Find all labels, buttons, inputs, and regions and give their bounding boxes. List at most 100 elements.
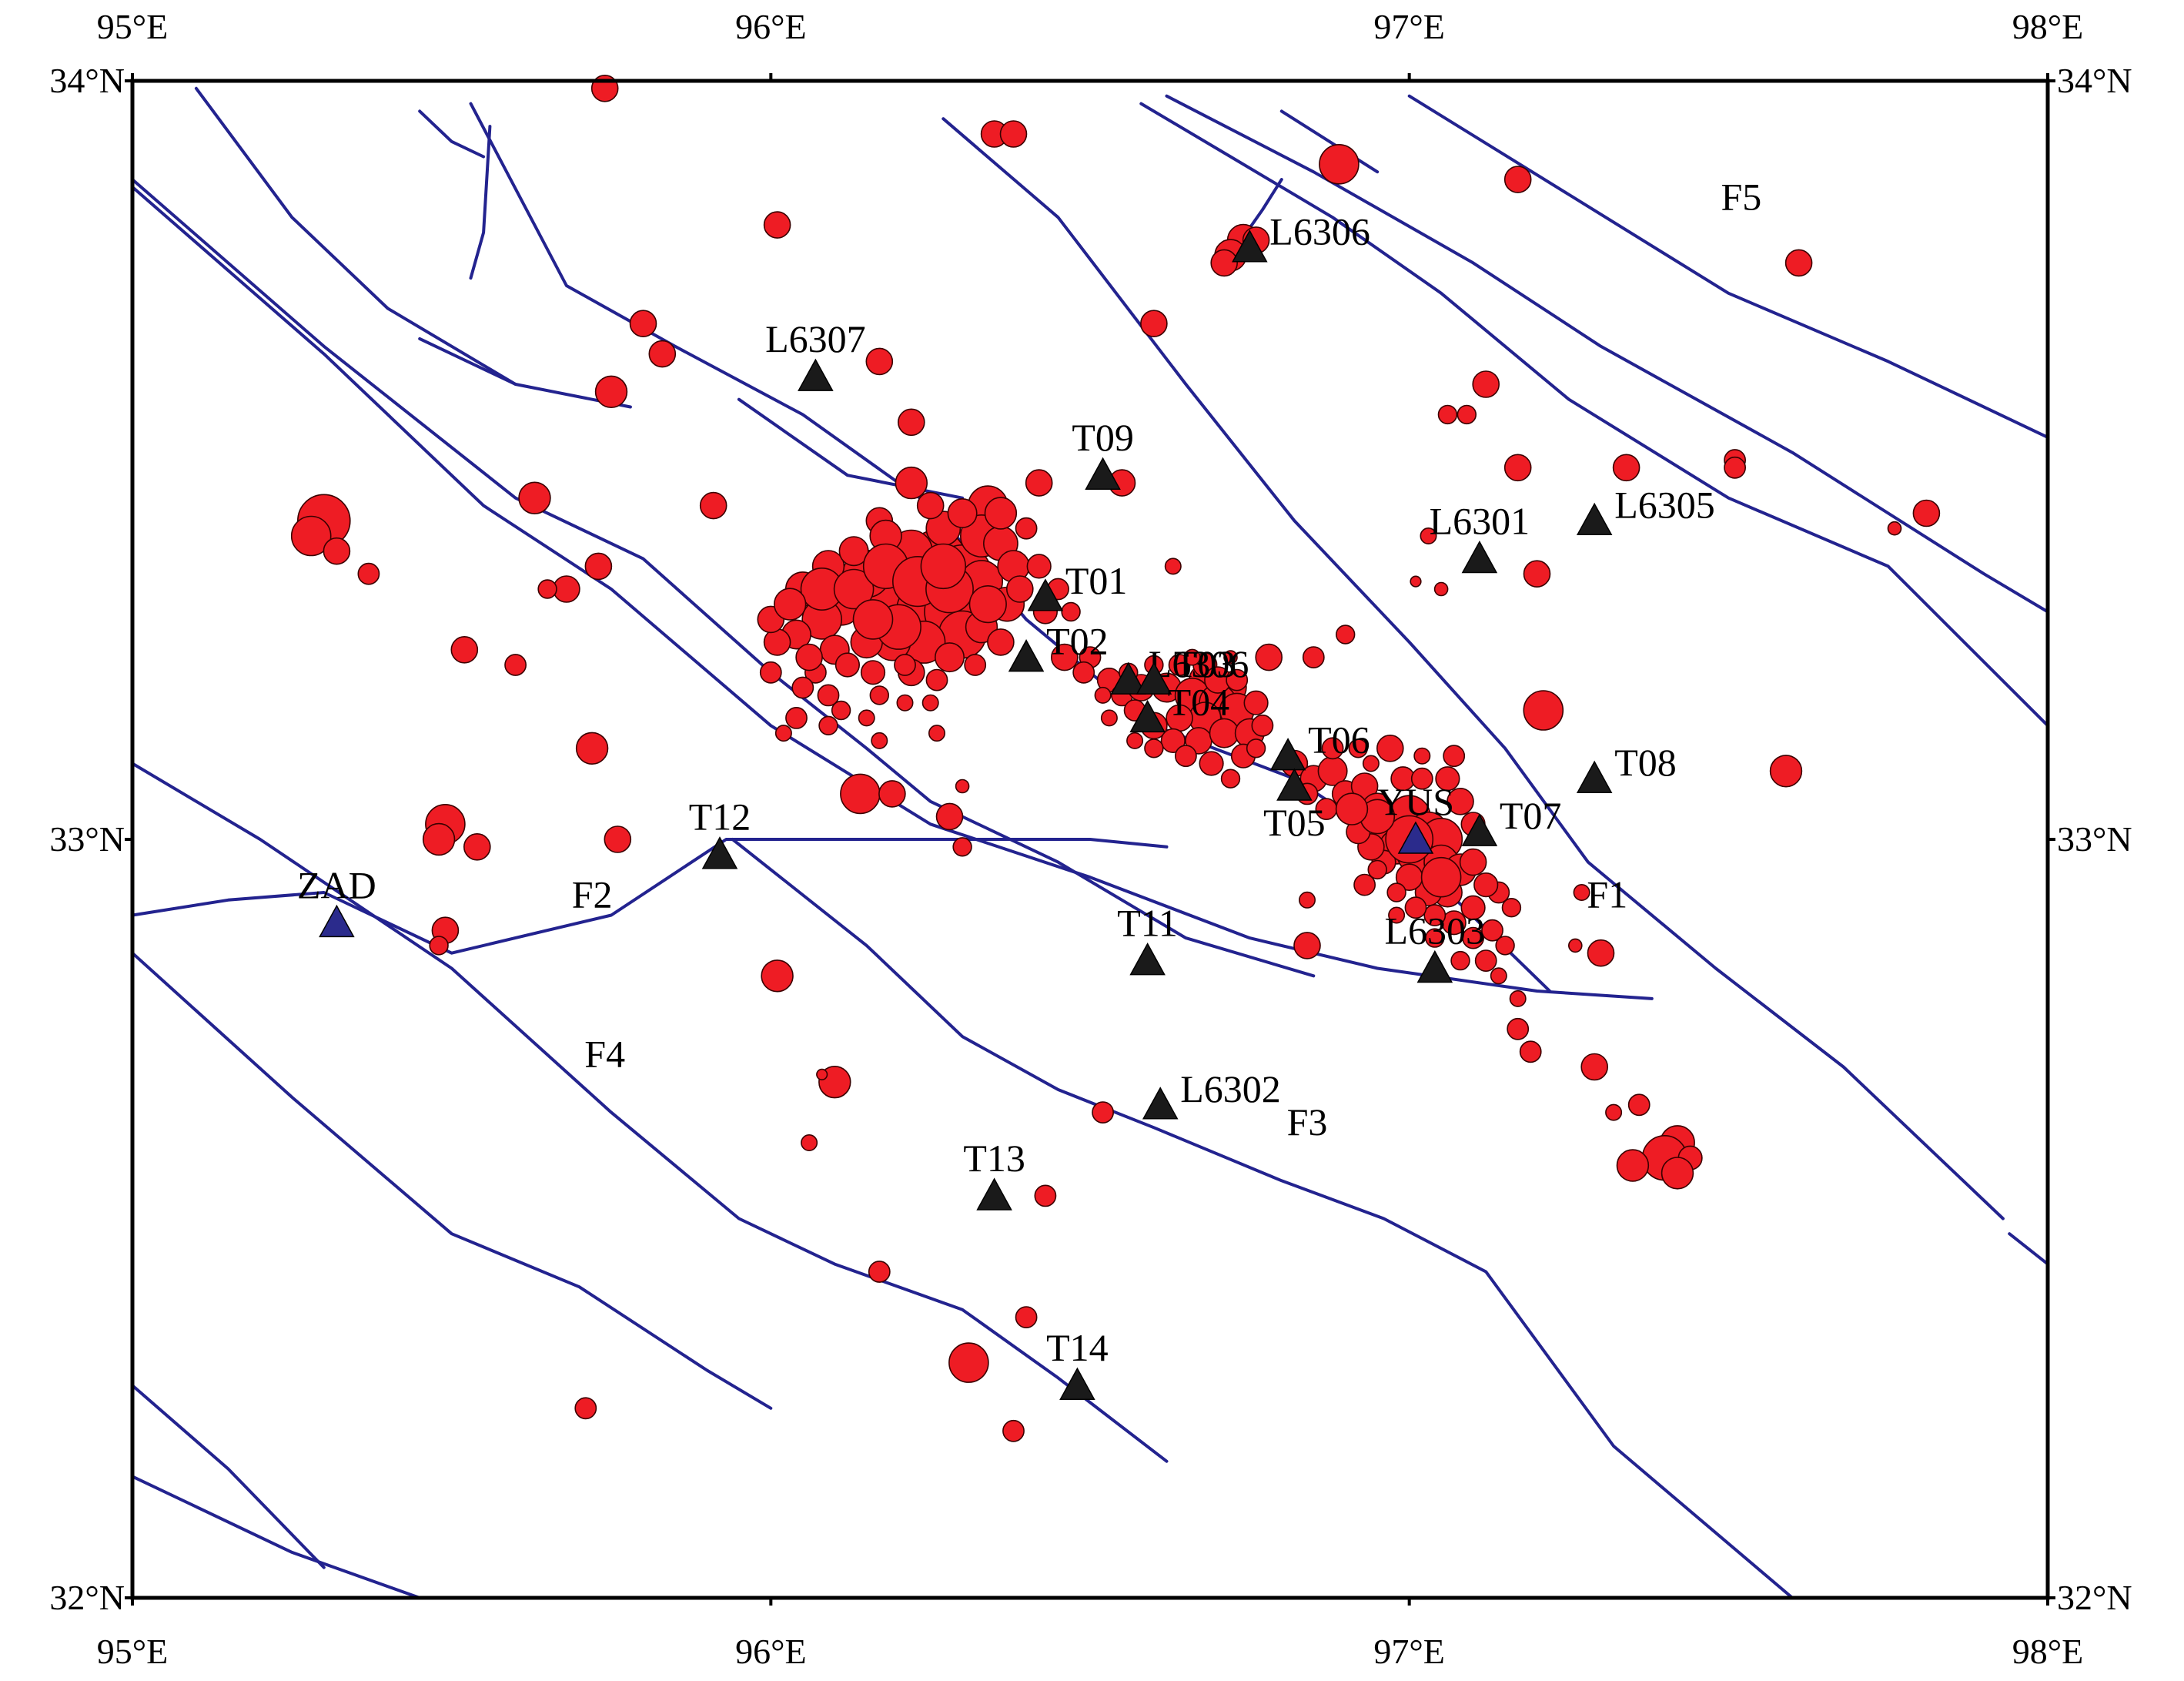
earthquake-marker bbox=[1175, 745, 1197, 768]
earthquake-marker bbox=[1616, 1149, 1650, 1182]
earthquake-marker bbox=[1447, 788, 1474, 815]
earthquake-marker bbox=[1912, 499, 1941, 527]
earthquake-marker bbox=[1243, 690, 1269, 715]
station-marker-l6302 bbox=[1142, 1087, 1179, 1120]
earthquake-marker bbox=[1433, 581, 1449, 597]
fault-line-10 bbox=[131, 1475, 422, 1599]
earthquake-marker bbox=[1425, 928, 1445, 948]
fault-line-7 bbox=[131, 838, 1169, 955]
earthquake-marker bbox=[955, 779, 970, 794]
earthquake-marker bbox=[1183, 648, 1201, 666]
earthquake-marker bbox=[1472, 370, 1500, 398]
earthquake-marker bbox=[1784, 249, 1813, 277]
station-label-t14: T14 bbox=[1046, 1326, 1109, 1369]
earthquake-marker bbox=[774, 725, 792, 742]
station-label-l6305: L6305 bbox=[1614, 483, 1715, 526]
earthquake-marker bbox=[1026, 554, 1052, 579]
earthquake-marker bbox=[1015, 517, 1038, 540]
lat-label-right: 33°N bbox=[2057, 819, 2132, 859]
lat-label-left: 32°N bbox=[49, 1578, 125, 1617]
station-label-t13: T13 bbox=[963, 1137, 1025, 1180]
earthquake-marker bbox=[759, 661, 782, 684]
earthquake-marker bbox=[1015, 1306, 1038, 1329]
earthquake-marker bbox=[1025, 469, 1053, 497]
earthquake-marker bbox=[429, 936, 449, 956]
earthquake-marker bbox=[1144, 738, 1164, 758]
earthquake-marker bbox=[878, 780, 906, 808]
station-label-l6306: L6306 bbox=[1149, 642, 1249, 685]
earthquake-marker bbox=[834, 652, 860, 678]
earthquake-marker bbox=[584, 552, 613, 581]
earthquake-marker bbox=[1100, 709, 1118, 727]
earthquake-marker bbox=[928, 725, 946, 742]
fault-label-f1: F1 bbox=[1587, 873, 1627, 916]
station-label-l6302: L6302 bbox=[1180, 1067, 1281, 1110]
earthquake-marker bbox=[1061, 601, 1081, 622]
earthquake-marker bbox=[1413, 747, 1431, 765]
earthquake-marker bbox=[1501, 897, 1522, 918]
station-label-zad: ZAD bbox=[297, 863, 376, 906]
earthquake-marker bbox=[1587, 939, 1615, 967]
station-marker-t05 bbox=[1276, 768, 1313, 801]
lat-label-left: 33°N bbox=[49, 819, 125, 859]
earthquake-marker bbox=[948, 1342, 989, 1383]
earthquake-marker bbox=[504, 654, 527, 676]
earthquake-marker bbox=[1220, 769, 1241, 789]
earthquake-layer bbox=[290, 75, 1941, 1442]
fault-line-8 bbox=[131, 951, 773, 1410]
station-label-t01: T01 bbox=[1065, 559, 1128, 602]
earthquake-marker bbox=[952, 837, 972, 857]
earthquake-marker bbox=[1605, 1103, 1623, 1121]
axis-ticks: 95°E 95°E 96°E 96°E 97°E 97°E 98°E 98°E 34°N 34°N… bbox=[49, 7, 2132, 1671]
lat-label-right: 32°N bbox=[2057, 1578, 2132, 1617]
earthquake-marker bbox=[1573, 884, 1590, 902]
station-label-t02: T02 bbox=[1046, 620, 1109, 663]
earthquake-marker bbox=[935, 642, 965, 673]
earthquake-marker bbox=[1503, 454, 1532, 482]
station-label-l6301: L6301 bbox=[1430, 500, 1530, 543]
earthquake-marker bbox=[1006, 575, 1034, 603]
earthquake-marker bbox=[1474, 949, 1497, 973]
earthquake-marker bbox=[1410, 575, 1422, 588]
fault-line-16 bbox=[469, 125, 492, 280]
earthquake-marker bbox=[290, 515, 332, 557]
earthquake-marker bbox=[871, 732, 888, 749]
earthquake-marker bbox=[984, 497, 1018, 530]
earthquake-marker bbox=[761, 959, 794, 993]
lon-label-bottom: 96°E bbox=[735, 1632, 807, 1671]
earthquake-marker bbox=[648, 340, 677, 368]
earthquake-marker bbox=[947, 497, 978, 528]
earthquake-marker bbox=[1443, 745, 1466, 768]
earthquake-marker bbox=[1612, 454, 1641, 482]
lon-label-bottom: 97°E bbox=[1373, 1632, 1445, 1671]
earthquake-marker bbox=[801, 1134, 818, 1152]
earthquake-marker bbox=[1481, 919, 1503, 942]
earthquake-marker bbox=[818, 715, 838, 735]
station-marker-t14 bbox=[1059, 1367, 1095, 1400]
earthquake-marker bbox=[1503, 166, 1532, 193]
earthquake-marker bbox=[987, 628, 1015, 656]
earthquake-marker bbox=[1226, 668, 1249, 691]
earthquake-marker bbox=[968, 584, 1007, 624]
lon-label-top: 95°E bbox=[97, 7, 169, 46]
station-marker-t13 bbox=[976, 1177, 1012, 1211]
earthquake-marker bbox=[1457, 404, 1477, 425]
earthquake-marker bbox=[575, 732, 609, 765]
earthquake-marker bbox=[1523, 690, 1564, 731]
earthquake-marker bbox=[920, 543, 967, 590]
earthquake-marker bbox=[1420, 856, 1462, 898]
earthquake-marker bbox=[865, 347, 894, 376]
earthquake-marker bbox=[773, 588, 807, 621]
fault-line-14 bbox=[1407, 94, 2049, 439]
earthquake-marker bbox=[1437, 404, 1458, 425]
earthquake-marker bbox=[868, 1261, 891, 1283]
earthquake-marker bbox=[1386, 882, 1406, 902]
fault-label-layer: F1 F2 F3 F4 F5 bbox=[572, 176, 1762, 1144]
earthquake-marker bbox=[1661, 1157, 1694, 1190]
earthquake-marker bbox=[422, 822, 456, 856]
earthquake-marker bbox=[1388, 906, 1406, 924]
fault-label-f4: F4 bbox=[584, 1033, 625, 1076]
earthquake-marker bbox=[1094, 686, 1112, 704]
station-marker-l6306 bbox=[1232, 229, 1268, 263]
earthquake-marker bbox=[537, 579, 557, 599]
